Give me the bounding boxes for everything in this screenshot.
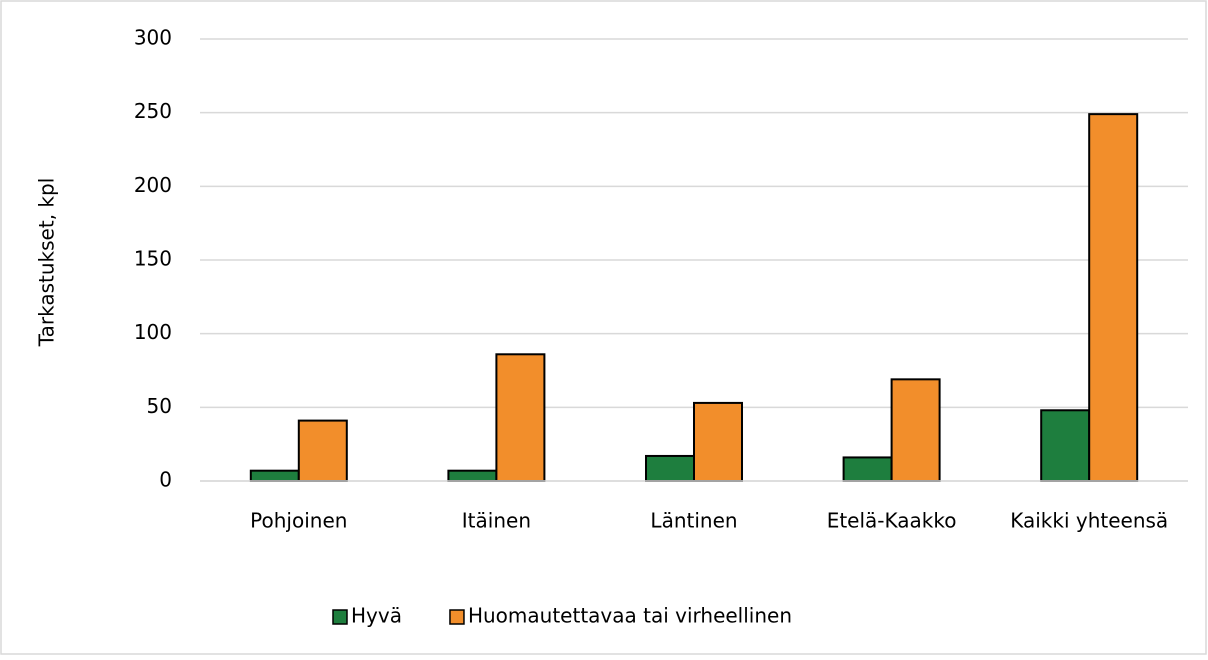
y-axis-label: Tarkastukset, kpl [35, 178, 59, 348]
y-tick-label: 200 [134, 173, 172, 197]
y-tick-label: 300 [134, 26, 172, 50]
legend-label: Hyvä [351, 604, 402, 628]
bar [249, 469, 300, 483]
x-tick-label: Pohjoinen [250, 509, 347, 533]
bar [890, 378, 941, 482]
y-tick-label: 100 [134, 320, 172, 344]
legend-label: Huomautettavaa tai virheellinen [468, 604, 792, 628]
legend-swatch [449, 609, 465, 625]
x-tick-label: Läntinen [650, 509, 737, 533]
y-tick-label: 0 [159, 468, 172, 492]
x-tick-label: Kaikki yhteensä [1010, 509, 1168, 533]
bar [842, 456, 893, 482]
bar [297, 419, 348, 482]
x-tick-label: Etelä-Kaakko [827, 509, 957, 533]
x-tick-label: Itäinen [462, 509, 531, 533]
y-tick-label: 250 [134, 99, 172, 123]
bar [693, 401, 743, 482]
bar [1040, 409, 1091, 482]
bar [645, 454, 695, 483]
bar [447, 469, 498, 483]
bar [1088, 113, 1139, 482]
y-tick-label: 150 [134, 247, 172, 271]
y-tick-label: 50 [147, 394, 172, 418]
legend-swatch [332, 609, 348, 625]
bar [495, 353, 546, 482]
